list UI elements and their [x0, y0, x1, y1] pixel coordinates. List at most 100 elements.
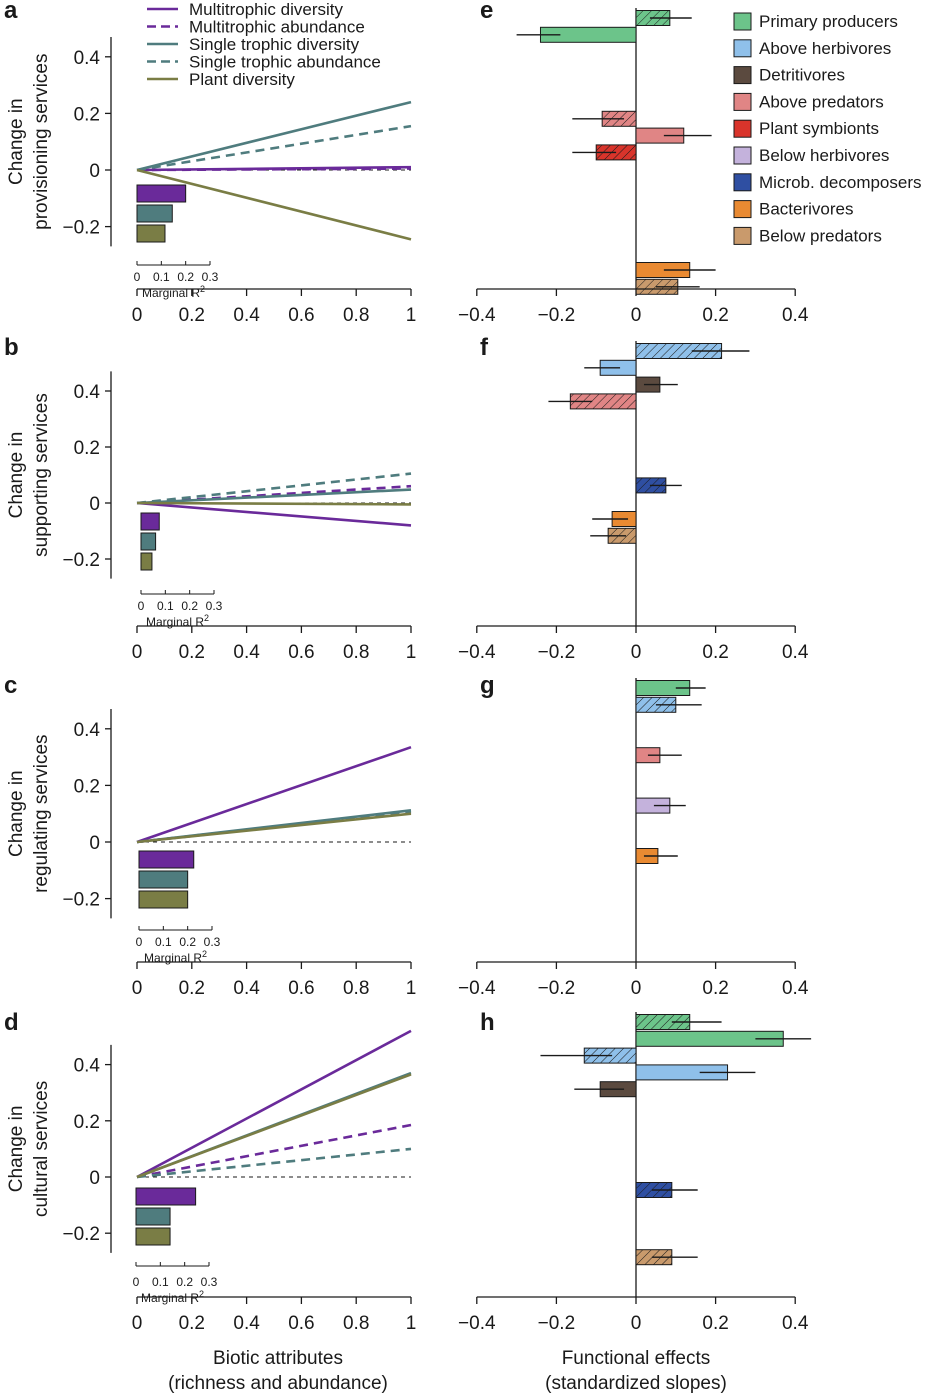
inset-bar-b [140, 532, 157, 551]
inset-x-title-c: Marginal R2 [144, 949, 207, 965]
x-axis-title-left-line2: (richness and abundance) [168, 1373, 388, 1394]
x-axis-title-right-line2: (standardized slopes) [545, 1373, 727, 1394]
y-tick-label-d: 0.4 [74, 1056, 101, 1077]
inset-x-title-a: Marginal R2 [142, 284, 205, 300]
legend-right-swatch [733, 119, 752, 138]
y-axis-title-a-line1: Change in [6, 98, 27, 185]
y-tick-label-b: 0.2 [74, 438, 100, 459]
x-tick-label-g: −0.2 [538, 978, 576, 999]
inset-tick-label-a: 0 [134, 270, 141, 284]
y-tick-label-c: 0 [89, 833, 100, 854]
x-tick-label-c: 0.4 [233, 978, 260, 999]
inset-tick-label-d: 0.2 [176, 1275, 193, 1289]
legend-right-label: Primary producers [759, 12, 898, 31]
y-tick-label-c: 0.4 [74, 720, 101, 741]
inset-bar-a [136, 184, 187, 203]
x-tick-label-h: −0.2 [538, 1313, 576, 1334]
x-tick-label-e: −0.2 [538, 305, 576, 326]
x-tick-label-d: 0.4 [233, 1313, 260, 1334]
x-axis-title-right-line1: Functional effects [562, 1348, 711, 1369]
inset-tick-label-b: 0.1 [157, 599, 174, 613]
legend-right-swatch [733, 66, 752, 85]
inset-bar-d [135, 1187, 197, 1206]
x-tick-label-f: 0.2 [702, 642, 728, 663]
inset-bar-c [138, 870, 189, 889]
x-tick-label-c: 0.6 [288, 978, 314, 999]
legend-left-label: Single trophic diversity [189, 35, 360, 54]
series-line-c-plant-diversity [136, 812, 412, 844]
panel-label-f: f [480, 334, 489, 361]
panel-h: h −0.4 −0.2 0 0.2 0.4 [458, 1009, 812, 1334]
x-tick-label-e: 0.4 [782, 305, 809, 326]
y-axis-title-a-line2: provisioning services [31, 54, 52, 230]
y-tick-label-b: 0.4 [74, 382, 101, 403]
y-tick-label-c: 0.2 [74, 776, 100, 797]
x-tick-label-a: 0.2 [179, 305, 205, 326]
x-tick-label-h: 0 [631, 1313, 642, 1334]
inset-bar-a [136, 224, 166, 243]
series-line-d-plant-diversity [136, 1073, 412, 1179]
inset-tick-label-a: 0.2 [177, 270, 194, 284]
inset-x-title-d: Marginal R2 [141, 1289, 204, 1305]
x-tick-label-f: 0 [631, 642, 642, 663]
y-tick-label-a: 0.2 [74, 104, 100, 125]
legend-right-swatch [733, 12, 752, 31]
inset-bar-c [138, 850, 195, 869]
y-axis-title-d-line1: Change in [6, 1106, 27, 1193]
x-tick-label-d: 1 [406, 1313, 417, 1334]
x-tick-label-e: 0.2 [702, 305, 728, 326]
x-tick-label-g: −0.4 [458, 978, 496, 999]
inset-tick-label-d: 0.3 [201, 1275, 218, 1289]
inset-x-title-b: Marginal R2 [146, 613, 209, 629]
legend-right-label: Detritivores [759, 66, 845, 85]
x-tick-label-d: 0.6 [288, 1313, 314, 1334]
x-tick-label-a: 0.4 [233, 305, 260, 326]
legend-right-label: Bacterivores [759, 200, 853, 219]
panel-label-g: g [480, 672, 495, 699]
inset-tick-label-c: 0.2 [179, 935, 196, 949]
inset-tick-label-a: 0.1 [153, 270, 170, 284]
legend-right-swatch [733, 39, 752, 58]
inset-tick-label-d: 0.1 [152, 1275, 169, 1289]
inset-bar-d [135, 1207, 171, 1226]
x-tick-label-d: 0.8 [343, 1313, 369, 1334]
panel-label-d: d [4, 1009, 19, 1036]
series-line-a-plant-diversity [136, 168, 412, 241]
y-axis-title-b-line1: Change in [6, 432, 27, 519]
x-tick-label-b: 1 [406, 642, 417, 663]
y-tick-label-c: −0.2 [62, 890, 100, 911]
bar-f-above-predators-hatch [570, 393, 636, 409]
y-axis-title-c-line2: regulating services [31, 734, 52, 892]
legend-right-label: Above predators [759, 92, 884, 111]
x-tick-label-f: −0.2 [538, 642, 576, 663]
x-axis-title-left-line1: Biotic attributes [213, 1348, 343, 1369]
x-tick-label-a: 1 [406, 305, 417, 326]
panel-g: g −0.4 −0.2 0 0.2 0.4 [458, 672, 809, 999]
series-line-b-plant-diversity [136, 501, 412, 506]
legend-right: Primary producers Above herbivores Detriti… [733, 12, 922, 245]
x-tick-label-b: 0.6 [288, 642, 314, 663]
legend-right-swatch [733, 146, 752, 165]
panel-a: a 0.4 0.2 0 −0.2 Change in provisioning servic… [4, 0, 416, 326]
panel-label-b: b [4, 334, 19, 361]
x-tick-label-f: −0.4 [458, 642, 496, 663]
y-tick-label-d: 0.2 [74, 1112, 100, 1133]
legend-right-label: Below predators [759, 226, 882, 245]
y-axis-title-d-line2: cultural services [31, 1081, 52, 1217]
series-line-b-multitrophic-diversity [136, 501, 412, 527]
panel-label-c: c [4, 672, 17, 699]
inset-tick-label-c: 0.3 [204, 935, 221, 949]
x-tick-label-a: 0.6 [288, 305, 314, 326]
series-line-d-single-trophic-abundance [136, 1147, 412, 1179]
series-line-b-single-trophic-diversity [136, 488, 412, 505]
bar-f-above-herbivores-hatch [636, 343, 722, 359]
x-tick-label-c: 0 [132, 978, 143, 999]
inset-tick-label-a: 0.3 [202, 270, 219, 284]
series-line-a-single-trophic-diversity [136, 100, 412, 172]
legend-right-label: Microb. decomposers [759, 173, 922, 192]
legend-left-label: Plant diversity [189, 70, 295, 89]
y-tick-label-d: −0.2 [62, 1224, 100, 1245]
inset-bar-d [135, 1227, 171, 1246]
inset-bar-b [140, 512, 160, 531]
